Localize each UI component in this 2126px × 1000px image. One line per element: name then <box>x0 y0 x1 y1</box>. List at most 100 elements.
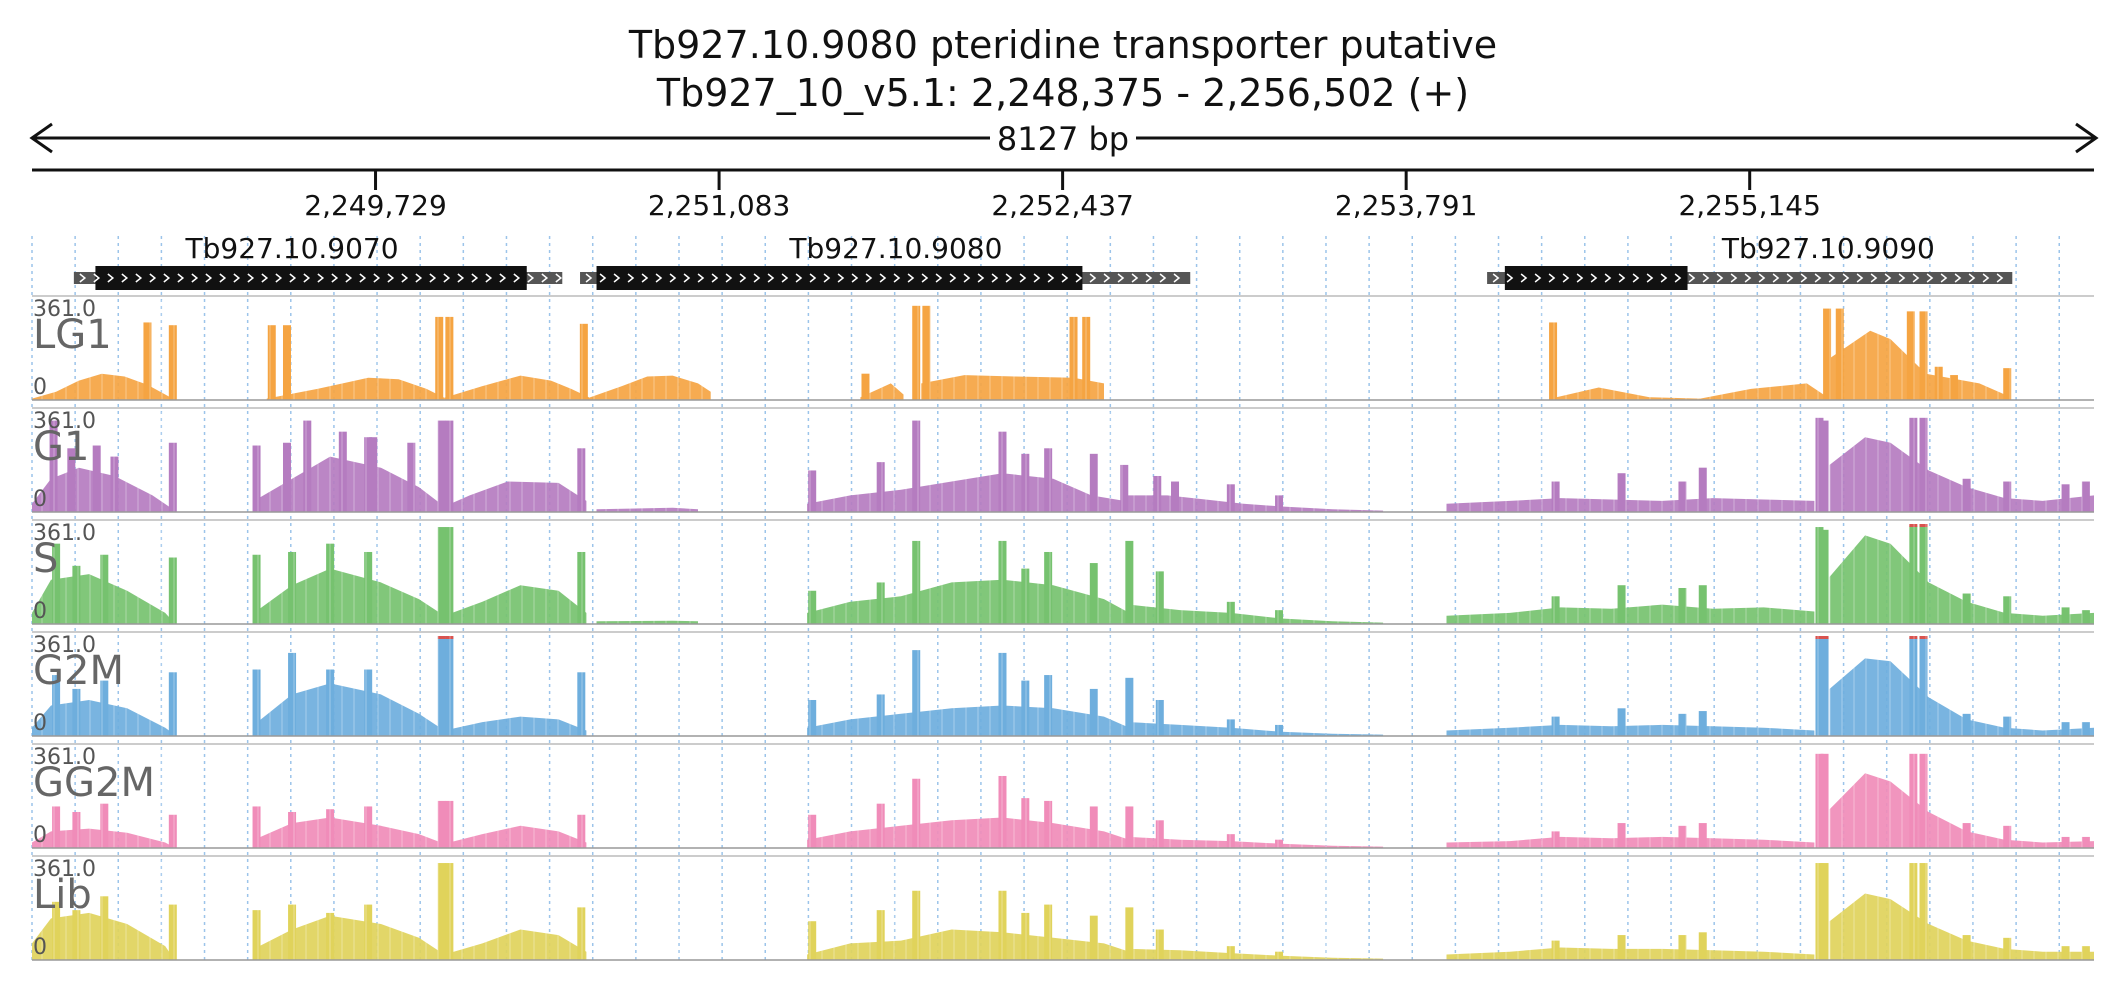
coverage-area <box>586 375 711 400</box>
gene-model[interactable]: Tb927.10.9080 <box>580 232 1191 290</box>
coverage-spike <box>303 420 312 512</box>
clipped-marker <box>1919 524 1928 527</box>
coverage-spike <box>168 814 177 848</box>
coverage-spike <box>67 448 76 512</box>
track-max-label: 361.0 <box>33 857 96 882</box>
strand-arrow <box>1534 273 1542 283</box>
coverage-area <box>254 683 445 736</box>
coverage-spike <box>1815 637 1824 736</box>
coverage-spike <box>1021 798 1030 848</box>
span-arrow-right-head <box>2075 122 2099 154</box>
strand-arrow <box>261 273 269 283</box>
coverage-area <box>254 568 445 624</box>
coverage-spike <box>1226 946 1235 960</box>
coverage-spike <box>1125 907 1134 960</box>
strand-arrow <box>1800 273 1808 283</box>
gene-label: Tb927.10.9070 <box>185 232 399 265</box>
track-max-label: 361.0 <box>33 297 96 322</box>
coverage-spike <box>1226 484 1235 512</box>
coverage-spike <box>100 803 109 848</box>
coverage-spike <box>252 669 261 736</box>
strand-arrow <box>1061 273 1069 283</box>
ruler-tick-label: 2,253,791 <box>1335 189 1478 222</box>
strand-arrow <box>1870 273 1878 283</box>
strand-arrow <box>1842 273 1850 283</box>
strand-arrow <box>1117 273 1125 283</box>
coverage-spike <box>808 699 817 736</box>
gene-model[interactable]: Tb927.10.9070 <box>73 232 563 290</box>
coverage-spike <box>445 527 454 624</box>
coverage-spike <box>326 543 335 624</box>
coverage-area <box>1446 947 1815 960</box>
strand-arrow <box>1898 273 1906 283</box>
coverage-spike <box>912 650 921 736</box>
coverage-spike <box>1820 420 1829 512</box>
coverage-spike <box>2081 722 2090 736</box>
coverage-spike <box>445 420 454 512</box>
track-name: S <box>33 536 58 582</box>
coverage-spike <box>2003 596 2012 624</box>
coverage-spike <box>1934 366 1943 400</box>
strand-arrow <box>1019 273 1027 283</box>
gene-model[interactable]: Tb927.10.9090 <box>1487 232 2013 290</box>
strand-arrow <box>205 273 213 283</box>
strand-arrow <box>837 273 845 283</box>
coverage-spike <box>2061 722 2070 736</box>
coverage-spike <box>445 800 454 848</box>
coverage-spike <box>445 863 454 960</box>
coverage-spike <box>364 806 373 848</box>
coverage-area <box>32 373 173 400</box>
strand-arrow <box>401 273 409 283</box>
coverage-spike <box>1125 806 1134 848</box>
coverage-spike <box>288 811 297 848</box>
clipped-marker <box>1909 524 1918 527</box>
coverage-spike <box>577 448 586 512</box>
coverage-spike <box>1815 527 1824 624</box>
strand-arrow <box>1954 273 1962 283</box>
strand-arrow <box>1996 273 2004 283</box>
clipped-marker <box>1820 636 1829 639</box>
strand-arrow <box>457 273 465 283</box>
coverage-spike <box>288 652 297 736</box>
coverage-spike <box>364 669 373 736</box>
strand-arrow <box>247 273 255 283</box>
coverage-spike <box>364 551 373 624</box>
coverage-spike <box>1089 453 1098 512</box>
coverage-spike <box>100 896 109 960</box>
coverage-area <box>1829 437 2094 512</box>
coverage-spike <box>808 470 817 512</box>
coverage-spike <box>1082 316 1091 400</box>
coverage-spike <box>52 806 61 848</box>
coverage-spike <box>998 431 1007 512</box>
strand-arrow <box>289 273 297 283</box>
coverage-spike <box>1919 637 1928 736</box>
clipped-marker <box>1919 636 1928 639</box>
coverage-spike <box>72 565 81 624</box>
strand-arrow <box>949 273 957 283</box>
coverage-spike <box>1021 453 1030 512</box>
strand-arrow <box>1492 273 1500 283</box>
strand-arrow <box>513 273 521 283</box>
strand-arrow <box>1590 273 1598 283</box>
coverage-spike <box>998 652 1007 736</box>
strand-arrow <box>907 273 915 283</box>
track-max-label: 361.0 <box>33 745 96 770</box>
track-max-label: 361.0 <box>33 633 96 658</box>
coverage-spike <box>808 814 817 848</box>
coverage-spike <box>100 554 109 624</box>
ruler-tick-label: 2,255,145 <box>1678 189 1821 222</box>
strand-arrow <box>1646 273 1654 283</box>
coverage-spike <box>1909 525 1918 624</box>
coverage-area <box>444 929 587 960</box>
coverage-area <box>1129 604 1384 624</box>
coverage-spike <box>369 437 378 512</box>
track-zero-label: 0 <box>33 487 47 512</box>
strand-arrow <box>387 273 395 283</box>
strand-arrow <box>149 273 157 283</box>
span-arrow-left-head <box>29 122 53 154</box>
strand-arrow <box>865 273 873 283</box>
strand-arrow <box>303 273 311 283</box>
coverage-area <box>444 375 589 400</box>
coverage-spike <box>2081 610 2090 624</box>
